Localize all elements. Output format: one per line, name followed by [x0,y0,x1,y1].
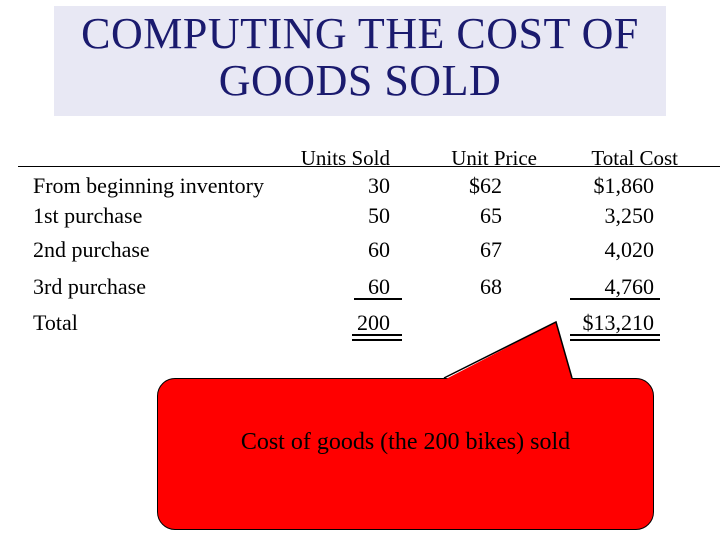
title-line-2: GOODS SOLD [218,56,502,105]
title-line-1: COMPUTING THE COST OF [81,9,639,58]
units-double-underline [352,334,402,341]
total-units: 200 [357,310,390,335]
cost-underline [570,298,660,300]
row-price: 68 [480,274,502,299]
row-cost: 3,250 [604,203,655,228]
row-cost: $1,860 [593,173,655,198]
row-units: 60 [368,274,390,299]
row-label: 1st purchase [33,203,143,228]
row-price: $62 [469,173,502,198]
total-cost: $13,210 [582,310,655,335]
row-label: From beginning inventory [33,173,264,198]
row-label: 2nd purchase [33,237,150,262]
callout-box [157,378,654,530]
cost-double-underline [570,334,660,341]
total-label: Total [33,310,78,335]
row-price: 65 [480,203,502,228]
row-cost: 4,020 [604,237,655,262]
row-cost: 4,760 [604,274,655,299]
slide-title: COMPUTING THE COST OF GOODS SOLD [54,10,666,104]
row-units: 50 [368,203,390,228]
row-units: 60 [368,237,390,262]
row-label: 3rd purchase [33,274,147,299]
title-background [54,6,666,116]
row-units: 30 [368,173,390,198]
callout-text: Cost of goods (the 200 bikes) sold [240,429,571,455]
header-rule [18,166,720,167]
units-underline [354,298,402,300]
row-price: 67 [480,237,502,262]
